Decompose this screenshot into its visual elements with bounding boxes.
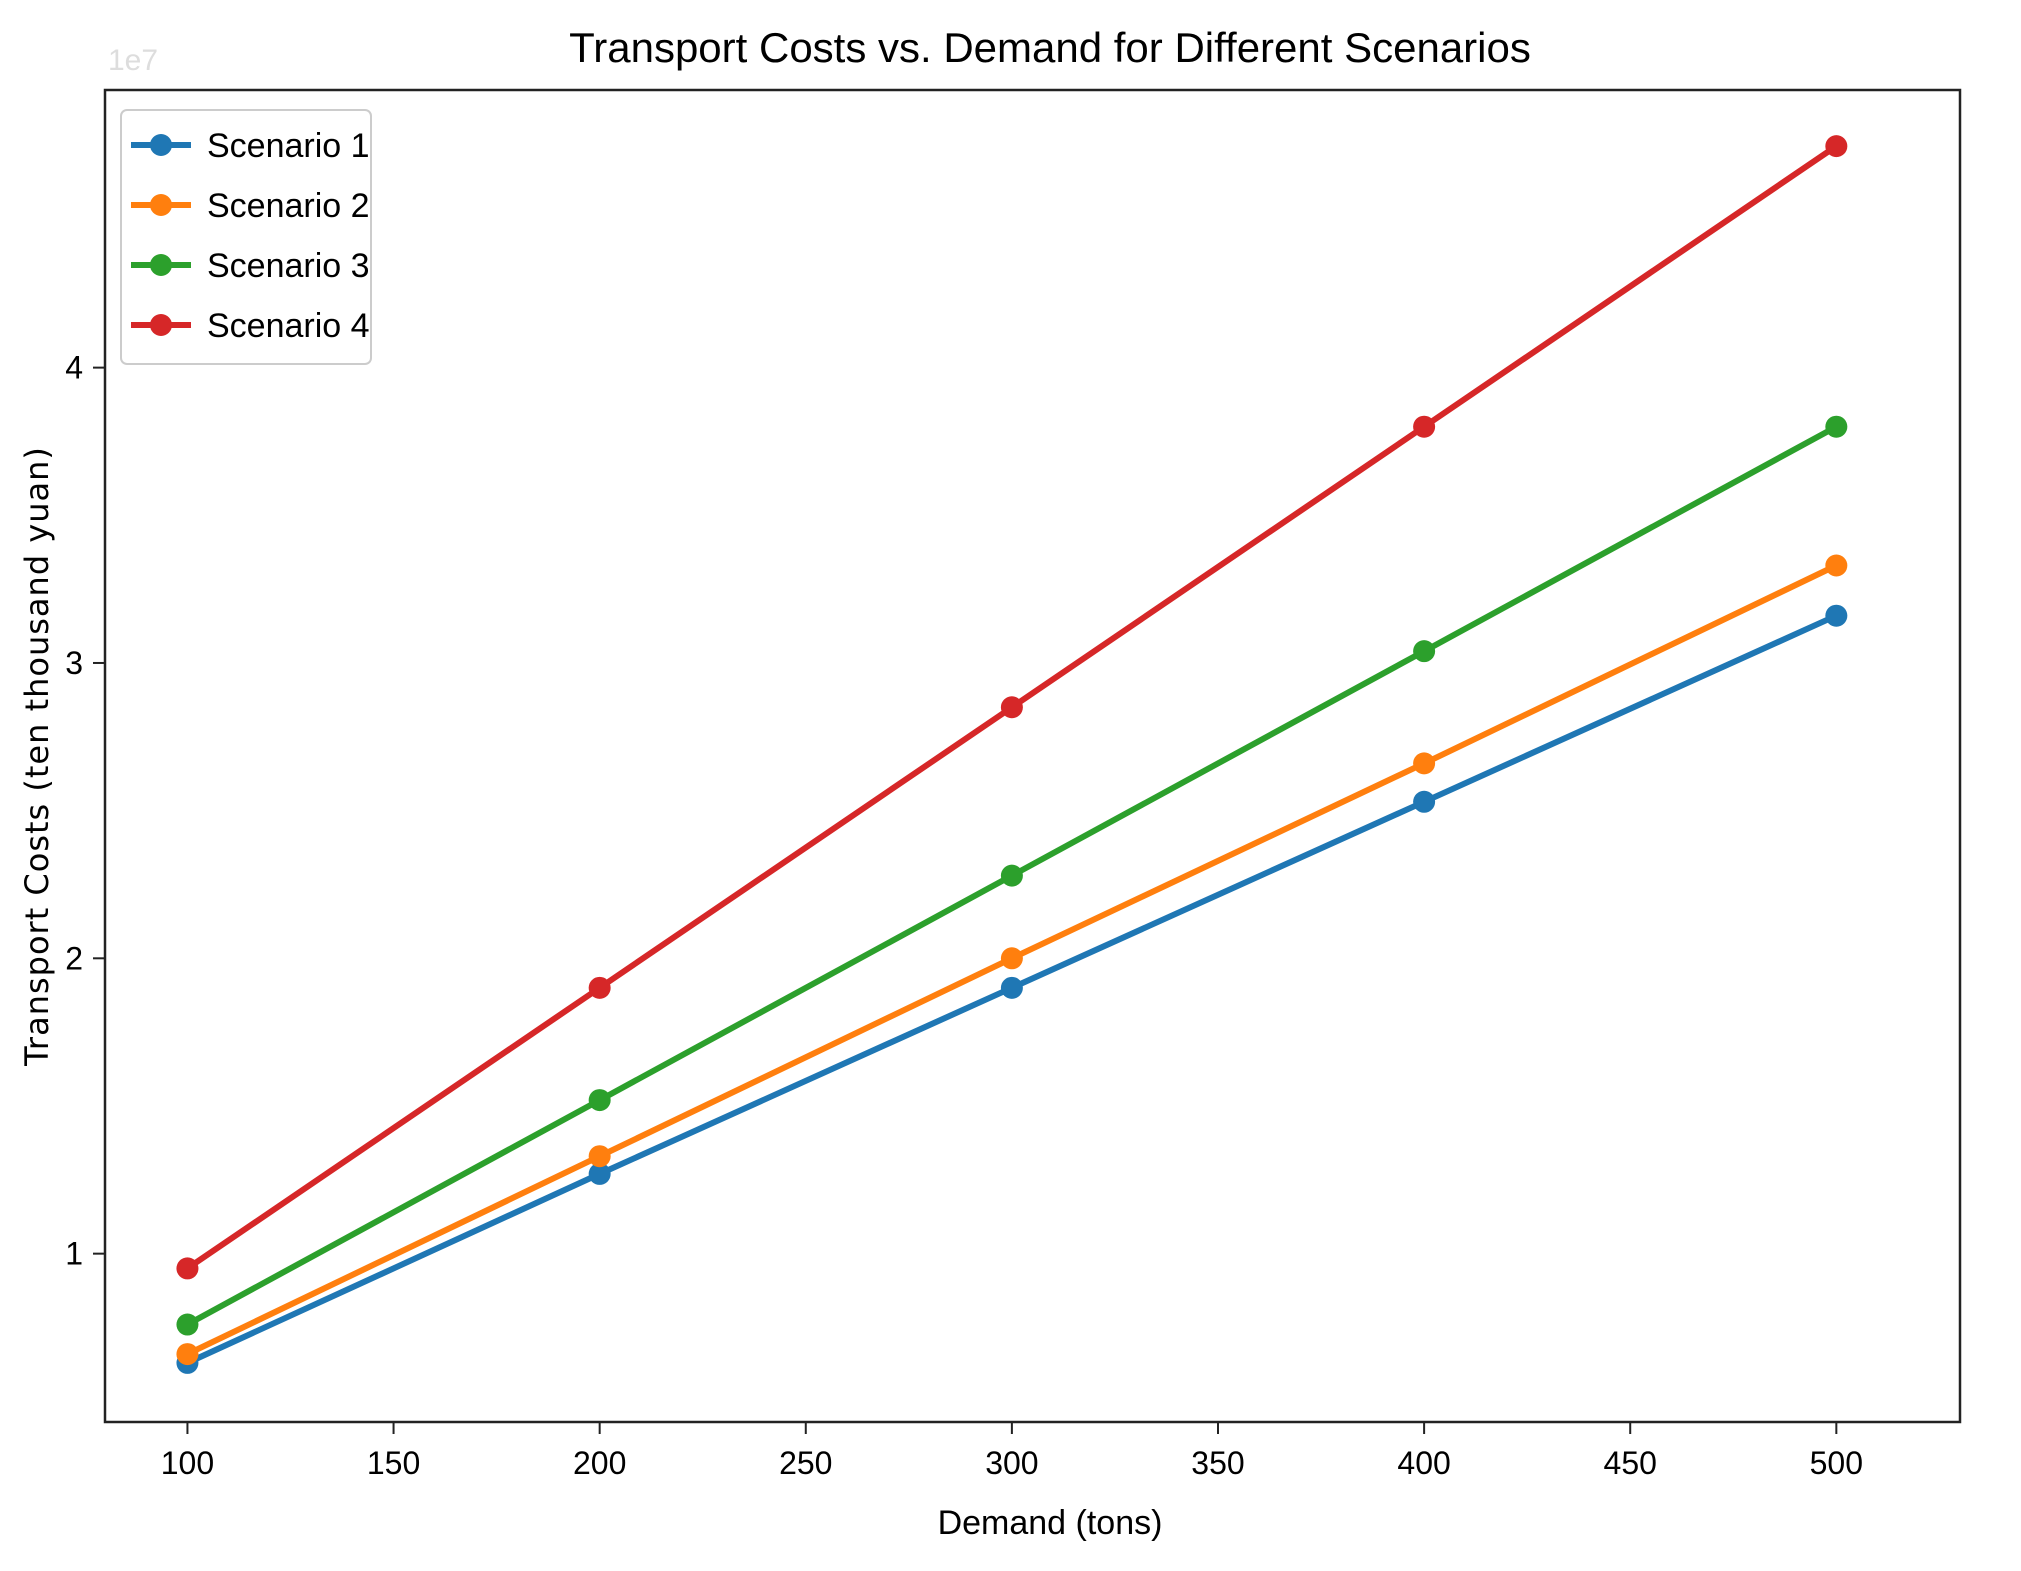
data-point-scenario-3 [1413,640,1436,663]
data-point-scenario-3 [1000,864,1023,887]
data-point-scenario-2 [1000,947,1023,970]
axis-ticks: 100 150 200 250 300 350 400 450 500 1 2 3 4 [65,350,1863,1481]
x-tick-label: 500 [1810,1445,1863,1481]
legend-swatch-marker [150,134,172,156]
series-scenario-1 [176,604,1848,1374]
chart-title: Transport Costs vs. Demand for Different… [569,24,1531,71]
legend-item-scenario-4: Scenario 4 [131,307,370,345]
data-point-scenario-1 [1000,976,1023,999]
x-tick-label: 250 [779,1445,832,1481]
data-point-scenario-2 [176,1343,199,1366]
legend-label: Scenario 1 [207,127,370,165]
legend-label: Scenario 4 [207,307,370,345]
data-point-scenario-1 [588,1162,611,1185]
legend-swatch-marker [150,194,172,216]
plot-area-frame [103,88,1962,1424]
y-tick-label: 1 [65,1236,83,1272]
data-point-scenario-3 [588,1089,611,1112]
data-point-scenario-2 [1825,554,1848,577]
legend-swatch-marker [150,254,172,276]
series-scenario-2 [176,554,1848,1366]
y-offset-label: 1e7 [108,44,158,77]
data-point-scenario-2 [588,1145,611,1168]
y-tick-label: 2 [65,940,83,976]
x-tick-label: 450 [1604,1445,1657,1481]
series-layer [176,135,1848,1374]
series-scenario-3 [176,415,1848,1336]
x-tick-label: 300 [985,1445,1038,1481]
x-tick-label: 150 [367,1445,420,1481]
data-point-scenario-2 [1413,752,1436,775]
legend-frame [120,109,372,365]
legend-swatch-marker [150,314,172,336]
y-axis-label: Transport Costs (ten thousand yuan) [18,446,56,1067]
data-point-scenario-3 [1825,415,1848,438]
x-tick-label: 100 [161,1445,214,1481]
data-point-scenario-4 [176,1257,199,1280]
x-tick-label: 350 [1191,1445,1244,1481]
x-axis-label: Demand (tons) [938,1504,1163,1542]
series-scenario-4 [176,135,1848,1280]
data-point-scenario-1 [1825,604,1848,627]
data-point-scenario-4 [1825,135,1848,158]
data-point-scenario-3 [176,1313,199,1336]
x-tick-label: 200 [573,1445,626,1481]
data-point-scenario-4 [588,976,611,999]
y-tick-label: 3 [65,645,83,681]
legend-item-scenario-1: Scenario 1 [131,127,370,165]
data-point-scenario-1 [1413,790,1436,813]
legend-item-scenario-3: Scenario 3 [131,247,370,285]
legend-label: Scenario 3 [207,247,370,285]
legend: Scenario 1 Scenario 2 Scenario 3 Scenario 4 [120,109,372,365]
x-tick-label: 400 [1397,1445,1450,1481]
data-point-scenario-4 [1413,415,1436,438]
legend-item-scenario-2: Scenario 2 [131,187,370,225]
legend-label: Scenario 2 [207,187,370,225]
data-point-scenario-4 [1000,696,1023,719]
y-tick-label: 4 [65,350,83,386]
